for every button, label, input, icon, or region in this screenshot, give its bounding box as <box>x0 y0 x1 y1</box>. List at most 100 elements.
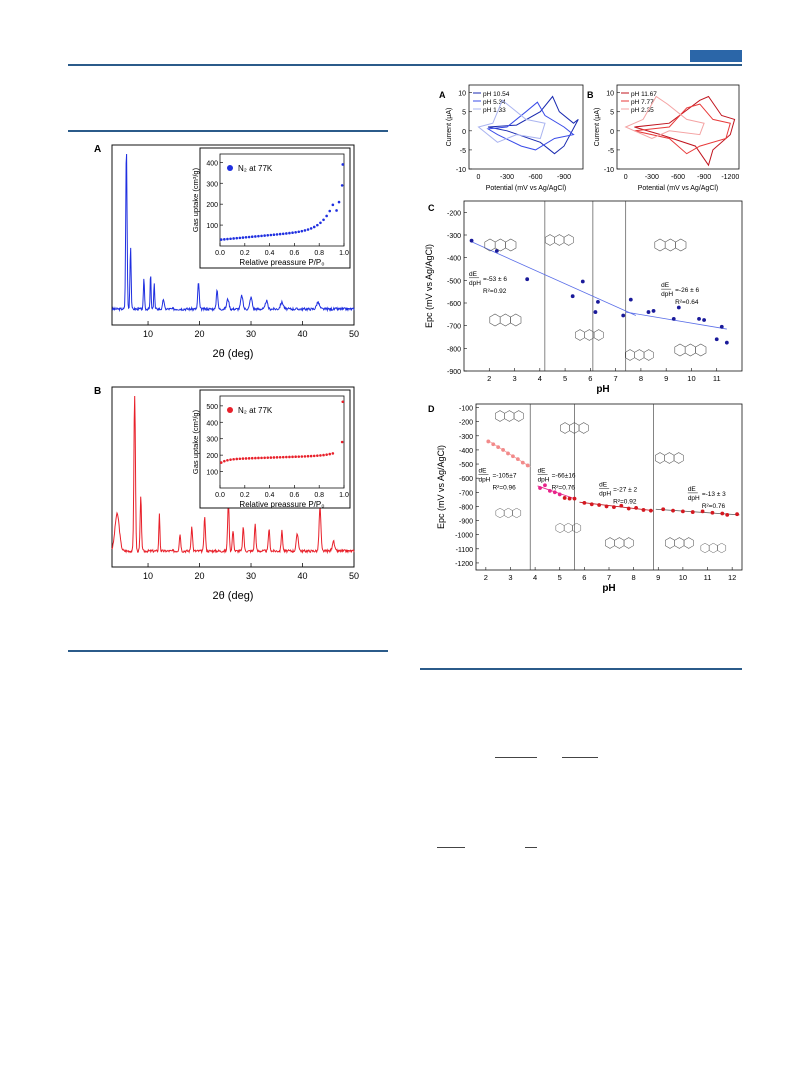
y-tick-label: -400 <box>459 448 473 455</box>
data-point <box>306 454 310 458</box>
data-point <box>288 231 291 235</box>
data-point <box>238 457 242 461</box>
panel-letter: D <box>428 404 435 414</box>
data-point <box>547 488 552 493</box>
annotation-text: dE <box>469 271 478 278</box>
x-tick-label: -600 <box>671 174 685 181</box>
y-tick-label: -200 <box>459 420 473 427</box>
data-point <box>300 455 304 458</box>
data-point <box>648 508 653 513</box>
y-tick-label: 300 <box>206 437 218 444</box>
cv-panel-a: A 10 5 0 -5 -10 0 -300 -600 -900 Potential (mV vs… <box>425 80 585 195</box>
data-point <box>316 223 319 227</box>
data-point <box>557 492 562 497</box>
x-axis-label: Relative preassure P/P₀ <box>239 500 324 509</box>
data-point <box>641 508 646 512</box>
data-point <box>520 460 525 465</box>
y-tick-label: 200 <box>206 453 218 460</box>
data-point <box>297 230 301 234</box>
y-tick-label: -900 <box>459 519 473 526</box>
annotation-text: =-105±7 <box>492 473 516 480</box>
data-point <box>309 227 313 230</box>
y-tick-label: -400 <box>447 256 461 263</box>
data-point <box>244 457 248 460</box>
data-point <box>281 455 285 459</box>
x-tick-label: -900 <box>697 174 711 181</box>
redacted-line <box>525 847 537 848</box>
cv-panel-b: B 10 5 0 -5 -10 0 -300 -600 -900 -1200 Potential (… <box>585 80 745 195</box>
legend-marker <box>227 165 233 171</box>
data-point <box>223 238 226 241</box>
data-point <box>469 238 474 243</box>
cv-curve <box>634 95 736 167</box>
data-point <box>328 209 332 213</box>
column-rule-left-bottom <box>68 650 388 652</box>
y-tick-label: 0 <box>610 129 614 136</box>
data-point <box>226 237 229 241</box>
x-tick-label: 50 <box>349 329 359 339</box>
data-point <box>710 510 715 515</box>
data-point <box>735 512 739 517</box>
x-tick-label: 0.6 <box>290 250 300 257</box>
data-point <box>676 305 681 310</box>
data-point <box>671 316 676 321</box>
data-point <box>257 234 260 238</box>
x-tick-label: 10 <box>143 329 153 339</box>
data-point <box>646 310 651 314</box>
data-point <box>570 294 575 299</box>
x-tick-label: 11 <box>704 573 712 582</box>
x-tick-label: 4 <box>538 374 542 383</box>
x-tick-label: 10 <box>679 573 687 582</box>
data-point <box>501 448 505 452</box>
x-tick-label: 4 <box>533 573 537 582</box>
x-tick-label: 0.6 <box>290 492 300 499</box>
y-axis-label: Gas uptake (cm³/g) <box>191 167 200 232</box>
data-point <box>226 458 229 462</box>
column-rule-right <box>420 668 742 670</box>
data-point <box>232 237 235 240</box>
data-point <box>700 509 705 514</box>
data-point <box>269 233 273 237</box>
data-point <box>582 500 587 505</box>
data-point <box>496 445 501 449</box>
data-point <box>229 458 232 461</box>
data-point <box>232 457 235 461</box>
annotation-text: R²=0.76 <box>702 503 726 510</box>
y-tick-label: 100 <box>206 470 218 477</box>
molecule-structure <box>605 537 634 549</box>
data-point <box>254 235 257 238</box>
annotation-text: dpH <box>599 491 611 498</box>
y-tick-label: 200 <box>206 202 218 209</box>
x-tick-label: 9 <box>656 573 660 582</box>
y-tick-label: 5 <box>462 110 466 117</box>
x-axis-label: pH <box>596 384 609 395</box>
molecule-structure <box>625 349 654 361</box>
data-point <box>651 309 656 313</box>
data-point <box>281 232 285 236</box>
x-tick-label: 3 <box>508 573 512 582</box>
molecule-structure <box>575 329 604 341</box>
data-point <box>552 490 557 495</box>
x-tick-label: 20 <box>195 329 205 339</box>
data-point <box>589 502 594 507</box>
redacted-line <box>562 757 598 758</box>
data-point <box>328 452 332 456</box>
legend-label: pH 7.77 <box>631 99 654 106</box>
column-rule-left-top <box>68 130 388 132</box>
data-point <box>604 504 609 509</box>
data-point <box>331 452 335 455</box>
cv-curve <box>486 101 575 151</box>
figure-b-xrd: B 10 20 30 40 50 2θ (deg) N₂ at 77K 100 200 300… <box>90 382 390 607</box>
y-tick-label: 10 <box>606 91 614 98</box>
data-point <box>619 503 624 508</box>
data-point <box>494 248 499 253</box>
data-point <box>626 506 631 511</box>
data-point <box>525 277 530 282</box>
data-point <box>580 279 585 284</box>
y-tick-label: -600 <box>459 476 473 483</box>
data-point <box>325 214 328 218</box>
y-tick-label: -500 <box>447 278 461 285</box>
redacted-line <box>437 847 465 848</box>
y-tick-label: -1100 <box>456 547 473 554</box>
data-point <box>680 509 685 514</box>
